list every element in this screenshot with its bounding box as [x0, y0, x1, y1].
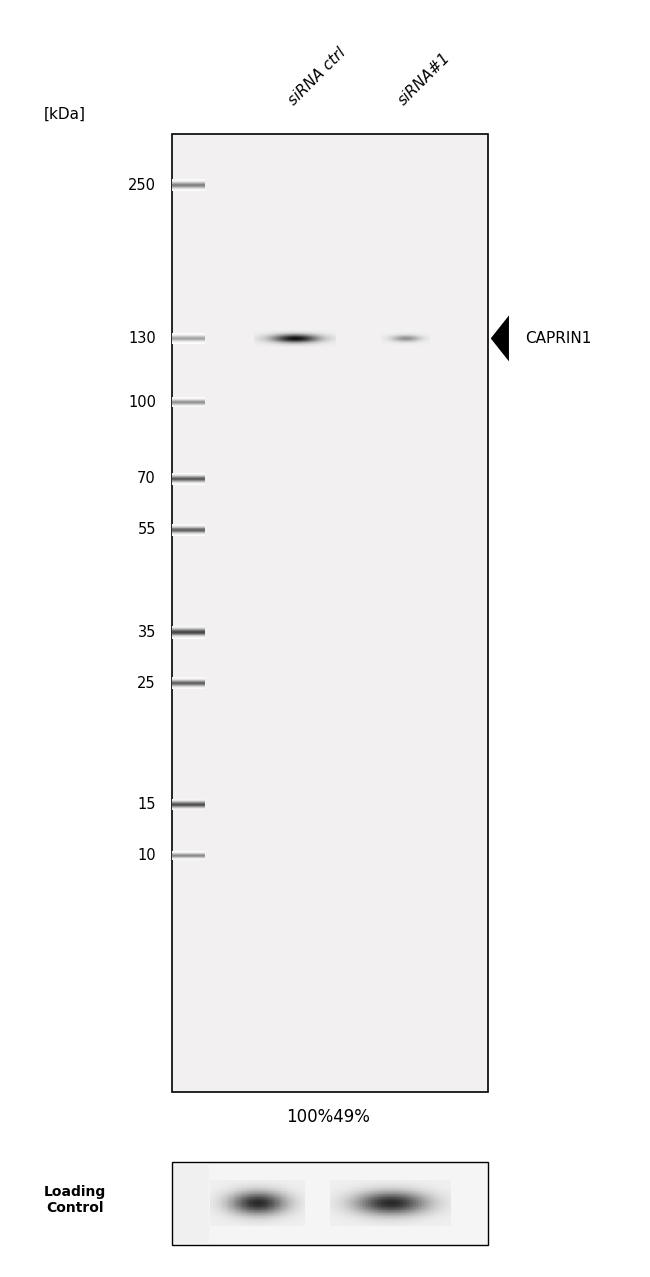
- Text: 100: 100: [128, 395, 156, 410]
- Polygon shape: [491, 315, 509, 361]
- Text: siRNA ctrl: siRNA ctrl: [285, 46, 348, 109]
- Text: 15: 15: [138, 797, 156, 812]
- Bar: [172, 134, 488, 1092]
- Text: 70: 70: [137, 471, 156, 487]
- Bar: [174, 1165, 209, 1243]
- Text: 55: 55: [138, 522, 156, 538]
- Text: 100%49%: 100%49%: [286, 1108, 370, 1126]
- Text: siRNA#1: siRNA#1: [396, 51, 454, 109]
- Text: 10: 10: [137, 848, 156, 863]
- Text: 35: 35: [138, 624, 156, 640]
- Text: CAPRIN1: CAPRIN1: [525, 331, 592, 346]
- Text: Loading
Control: Loading Control: [44, 1185, 106, 1216]
- Text: 130: 130: [128, 331, 156, 346]
- Text: 25: 25: [137, 676, 156, 691]
- Text: [kDa]: [kDa]: [44, 106, 86, 121]
- Bar: [172, 1162, 488, 1245]
- Text: 250: 250: [128, 178, 156, 193]
